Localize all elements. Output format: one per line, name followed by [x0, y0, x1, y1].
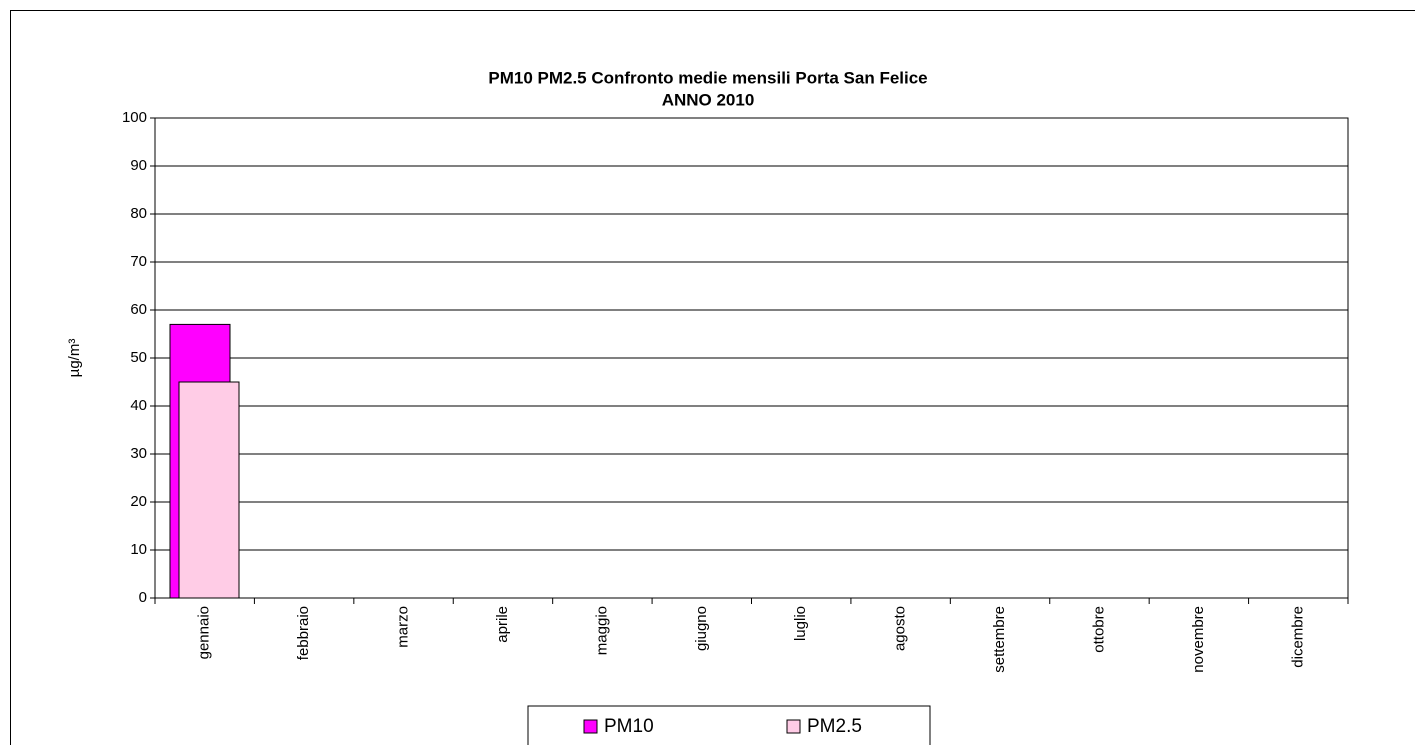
- y-tick-label: 20: [130, 493, 147, 510]
- x-tick-label: settembre: [991, 606, 1008, 673]
- x-tick-label: gennaio: [196, 606, 213, 659]
- legend-label: PM2.5: [807, 716, 862, 737]
- bar: [178, 381, 240, 599]
- y-tick-label: 30: [130, 445, 147, 462]
- y-tick-label: 60: [130, 301, 147, 318]
- x-tick-label: agosto: [892, 606, 909, 651]
- y-tick-label: 10: [130, 541, 147, 558]
- y-tick-label: 50: [130, 349, 147, 366]
- x-tick-label: ottobre: [1090, 606, 1107, 653]
- chart-title: PM10 PM2.5 Confronto medie mensili Porta…: [488, 68, 927, 87]
- x-tick-label: febbraio: [295, 606, 312, 660]
- x-tick-label: marzo: [395, 606, 412, 648]
- x-tick-label: maggio: [593, 606, 610, 655]
- x-tick-label: aprile: [494, 606, 511, 643]
- y-tick-label: 90: [130, 157, 147, 174]
- legend-label: PM10: [604, 716, 654, 737]
- x-tick-label: luglio: [792, 606, 809, 641]
- y-tick-label: 40: [130, 397, 147, 414]
- chart-subtitle: ANNO 2010: [662, 90, 755, 109]
- x-tick-label: dicembre: [1289, 606, 1306, 668]
- y-tick-label: 0: [139, 589, 147, 606]
- chart-frame: [10, 10, 1415, 745]
- y-tick-label: 80: [130, 205, 147, 222]
- y-tick-label: 100: [122, 109, 147, 126]
- y-axis-label: µg/m³: [66, 339, 83, 378]
- legend-swatch: [583, 719, 598, 734]
- x-tick-label: giugno: [693, 606, 710, 651]
- legend-swatch: [786, 719, 801, 734]
- x-tick-label: novembre: [1190, 606, 1207, 673]
- y-tick-label: 70: [130, 253, 147, 270]
